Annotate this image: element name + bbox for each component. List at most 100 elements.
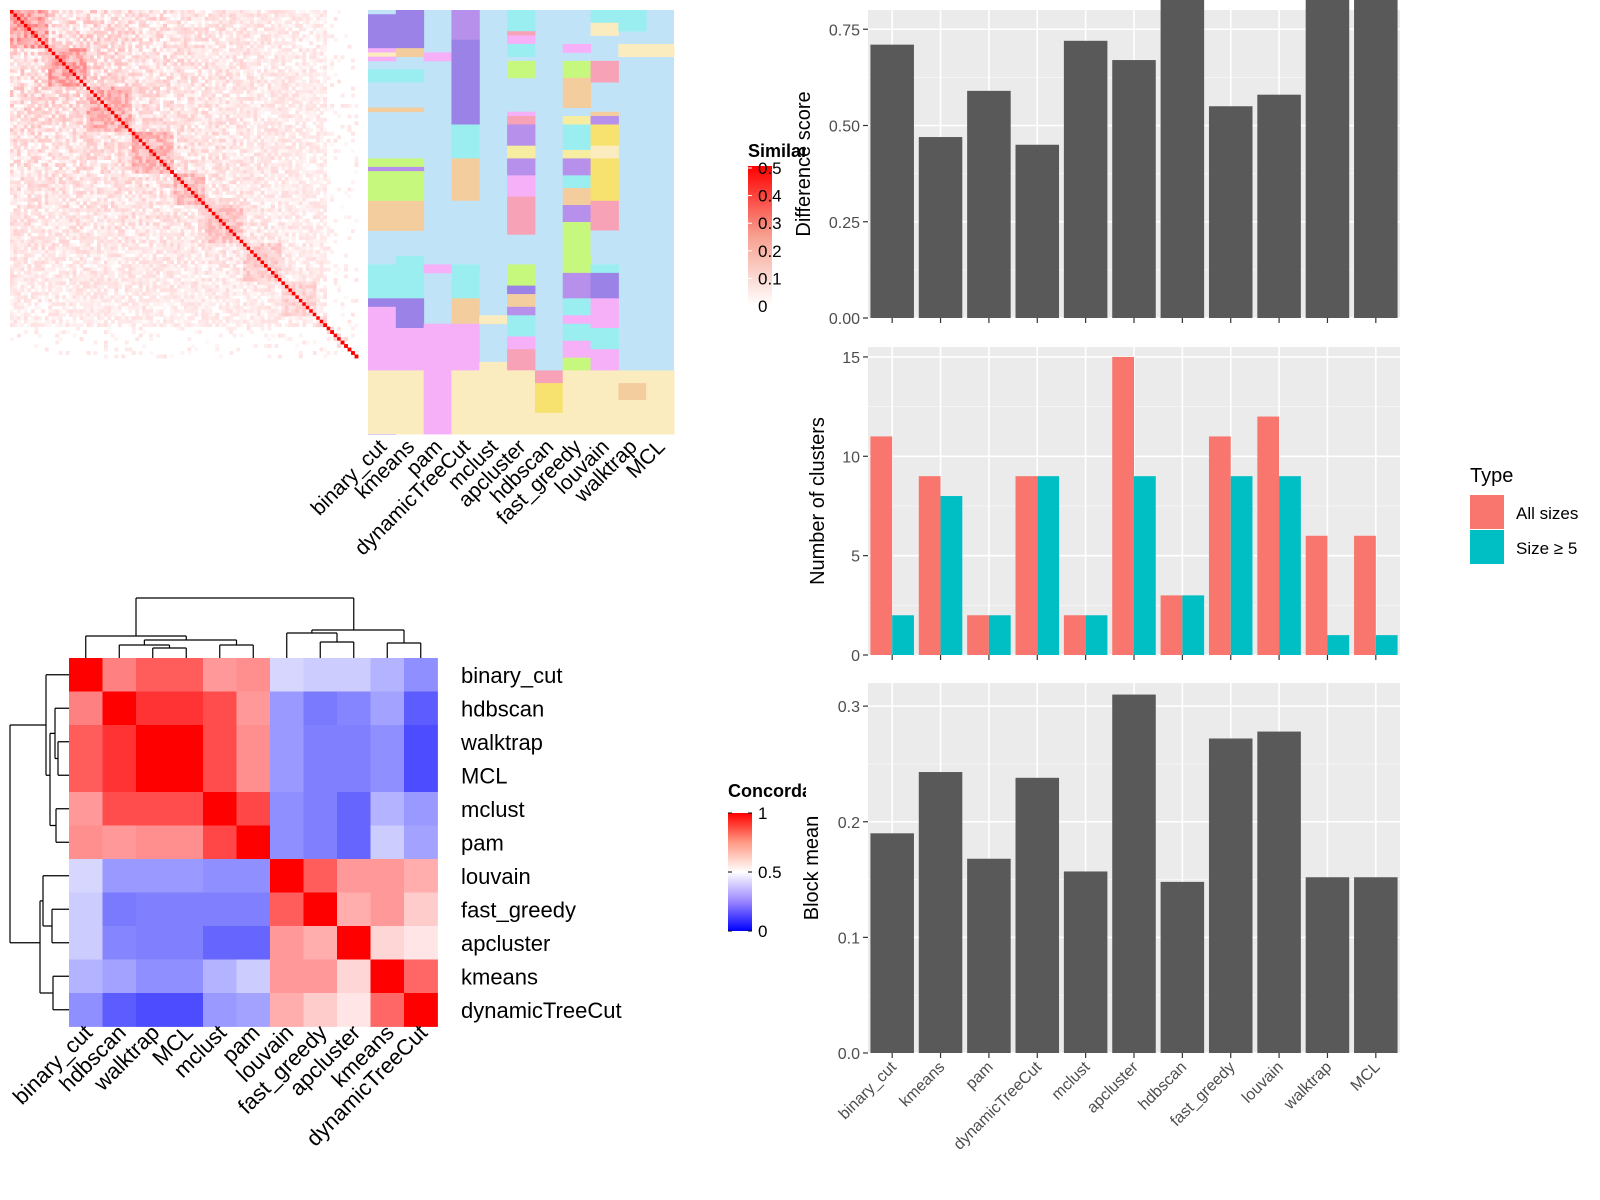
similarity-cell [30, 208, 35, 213]
similarity-cell [194, 124, 199, 129]
similarity-cell [20, 34, 25, 39]
similarity-cell [131, 103, 136, 108]
similarity-cell [267, 131, 272, 136]
similarity-cell [76, 170, 80, 174]
similarity-cell [117, 117, 122, 122]
similarity-cell [215, 121, 220, 126]
similarity-cell [135, 13, 140, 18]
similarity-cell [83, 27, 87, 32]
similarity-cell [145, 110, 150, 115]
similarity-cell [159, 58, 164, 63]
similarity-cell [232, 190, 237, 195]
similarity-cell [86, 69, 91, 74]
similarity-cell [257, 23, 261, 28]
similarity-cell [177, 218, 181, 223]
similarity-cell [295, 222, 300, 227]
similarity-cell [173, 41, 178, 46]
similarity-cell [236, 41, 241, 46]
similarity-cell [312, 170, 317, 174]
similarity-cell [69, 117, 74, 122]
similarity-cell [204, 187, 209, 192]
similarity-cell [117, 201, 122, 206]
similarity-cell [291, 117, 296, 122]
similarity-cell [65, 145, 70, 150]
similarity-cell [194, 79, 199, 84]
similarity-cell [27, 107, 32, 112]
similarity-cell [107, 23, 112, 28]
similarity-cell [37, 13, 42, 18]
similarity-cell [218, 225, 223, 230]
similarity-cell [284, 184, 289, 188]
similarity-cell [34, 69, 39, 74]
similarity-cell [173, 27, 178, 32]
similarity-cell [218, 23, 223, 28]
similarity-cell [302, 79, 307, 84]
similarity-cell [124, 194, 129, 199]
similarity-cell [55, 138, 60, 143]
similarity-cell [48, 184, 53, 188]
similarity-cell [274, 211, 279, 216]
similarity-cell [44, 187, 49, 192]
similarity-cell [163, 222, 167, 227]
similarity-cell [177, 121, 181, 126]
similarity-cell [83, 121, 87, 126]
similarity-cell [271, 103, 275, 108]
similarity-cell [274, 107, 279, 112]
similarity-cell [163, 72, 167, 77]
similarity-cell [124, 152, 129, 157]
similarity-cell [62, 170, 67, 174]
similarity-cell [288, 72, 293, 77]
similarity-cell [124, 27, 129, 32]
similarity-cell [30, 121, 35, 126]
similarity-cell [37, 62, 42, 67]
similarity-cell [274, 20, 279, 25]
similarity-cell [110, 138, 115, 143]
similarity-cell [264, 156, 268, 161]
similarity-cell [215, 10, 220, 14]
similarity-cell [354, 159, 359, 164]
similarity-cell [145, 83, 150, 87]
similarity-cell [23, 211, 28, 216]
similarity-cell [138, 79, 143, 84]
similarity-cell [257, 16, 261, 21]
similarity-cell [187, 76, 192, 80]
similarity-cell [79, 121, 84, 126]
similarity-cell [180, 211, 185, 216]
similarity-cell [166, 194, 171, 199]
similarity-cell [37, 173, 42, 178]
similarity-cell [20, 10, 25, 14]
similarity-cell [156, 114, 161, 119]
similarity-cell [44, 204, 49, 209]
similarity-cell [58, 135, 63, 140]
similarity-cell [37, 27, 42, 32]
similarity-cell [27, 187, 32, 192]
similarity-cell [288, 97, 293, 101]
similarity-cell [30, 41, 35, 46]
similarity-cell [250, 149, 254, 154]
similarity-cell [253, 197, 258, 202]
similarity-cell [309, 76, 314, 80]
similarity-cell [110, 142, 115, 147]
similarity-cell [69, 83, 74, 87]
similarity-cell [100, 124, 105, 129]
similarity-cell [72, 10, 77, 14]
similarity-cell [250, 10, 254, 14]
similarity-cell [138, 128, 143, 133]
similarity-cell [232, 208, 237, 213]
similarity-cell [319, 44, 324, 49]
similarity-cell [128, 44, 133, 49]
similarity-cell [281, 55, 286, 60]
similarity-cell [110, 97, 115, 101]
similarity-cell [62, 204, 67, 209]
similarity-cell [267, 194, 272, 199]
similarity-cell [211, 23, 216, 28]
similarity-cell [184, 103, 188, 108]
similarity-cell [264, 121, 268, 126]
similarity-cell [323, 48, 328, 53]
similarity-cell [173, 48, 178, 53]
similarity-cell [277, 90, 282, 94]
similarity-cell [13, 190, 18, 195]
similarity-cell [271, 44, 275, 49]
similarity-cell [163, 180, 167, 185]
similarity-cell [211, 190, 216, 195]
